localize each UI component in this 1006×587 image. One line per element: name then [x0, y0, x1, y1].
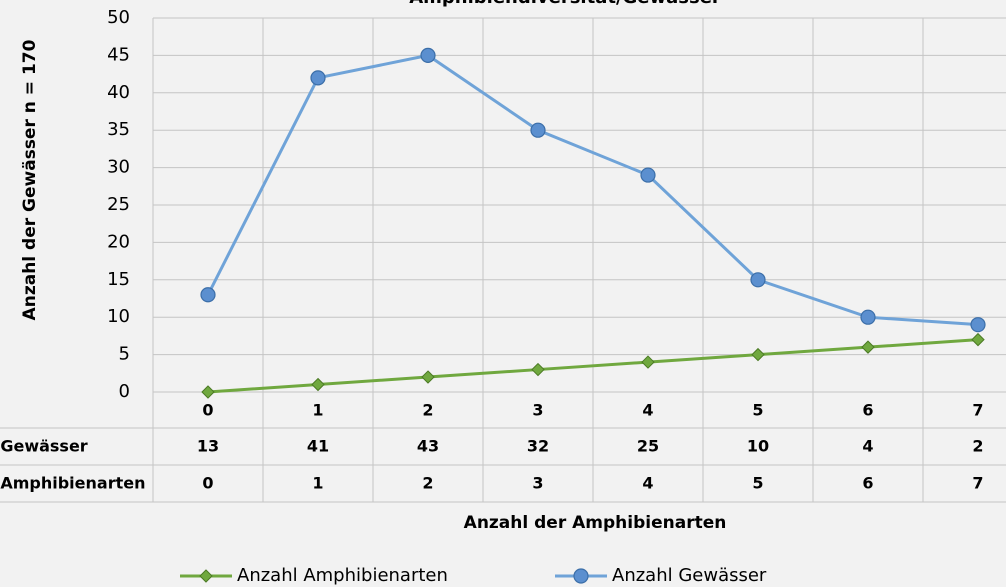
table-cell: 0 — [202, 474, 213, 493]
table-cell: 41 — [307, 437, 329, 456]
y-tick-label: 0 — [119, 381, 130, 402]
x-axis-label: Anzahl der Amphibienarten — [464, 513, 727, 533]
table-cell: 3 — [532, 474, 543, 493]
table-cell: 1 — [312, 474, 323, 493]
table-cell: 4 — [862, 437, 873, 456]
x-tick-label: 0 — [202, 401, 213, 420]
data-point — [201, 385, 215, 399]
table-cell: 4 — [642, 474, 653, 493]
legend-marker — [573, 568, 589, 584]
data-point — [531, 362, 545, 377]
y-tick-label: 25 — [107, 194, 130, 215]
data-point — [420, 47, 436, 64]
x-tick-label: 4 — [642, 401, 653, 420]
data-point — [750, 272, 766, 288]
x-tick-label: 6 — [862, 401, 873, 420]
chart-title: Amphibiendiversität/Gewässer — [409, 0, 721, 8]
data-point — [860, 309, 876, 325]
y-tick-label: 45 — [107, 44, 130, 65]
data-point — [971, 332, 985, 347]
table-cell: 10 — [747, 437, 769, 456]
data-point — [970, 317, 986, 333]
series-line — [206, 53, 979, 327]
table-row-label: Anzahl Amphibienarten — [0, 474, 145, 493]
x-tick-label: 5 — [752, 401, 763, 420]
data-point — [530, 122, 546, 138]
table-cell: 25 — [637, 437, 659, 456]
table-cell: 2 — [422, 474, 433, 493]
legend-label: Anzahl Gewässer — [612, 565, 767, 586]
legend-marker — [199, 569, 213, 583]
data-point — [640, 167, 656, 183]
x-tick-label: 2 — [422, 401, 433, 420]
data-point — [421, 370, 435, 384]
data-point — [751, 347, 765, 362]
y-tick-label: 35 — [107, 119, 130, 140]
x-tick-label: 7 — [972, 401, 983, 420]
y-tick-label: 5 — [119, 344, 130, 365]
table-cell: 32 — [527, 437, 549, 456]
data-point — [641, 355, 655, 369]
table-cell: 5 — [752, 474, 763, 493]
legend-label: Anzahl Amphibienarten — [237, 565, 448, 586]
y-tick-label: 15 — [107, 269, 130, 290]
y-tick-label: 30 — [107, 157, 130, 178]
data-point — [310, 70, 326, 86]
table-cell: 7 — [972, 474, 983, 493]
y-tick-label: 10 — [107, 306, 130, 327]
table-row-label: Anzahl Gewässer — [0, 437, 88, 456]
table-cell: 2 — [972, 437, 983, 456]
y-tick-label: 40 — [107, 82, 130, 103]
series-line — [207, 338, 979, 394]
data-point — [311, 377, 325, 392]
table-cell: 13 — [197, 437, 219, 456]
x-tick-label: 1 — [312, 401, 323, 420]
table-cell: 43 — [417, 437, 439, 456]
y-tick-label: 20 — [107, 231, 130, 252]
y-axis-label: Anzahl der Gewässer n = 170 — [20, 39, 40, 320]
y-tick-label: 50 — [107, 7, 130, 28]
table-cell: 6 — [862, 474, 873, 493]
data-point — [200, 287, 216, 303]
data-point — [861, 340, 875, 354]
x-tick-label: 3 — [532, 401, 543, 420]
